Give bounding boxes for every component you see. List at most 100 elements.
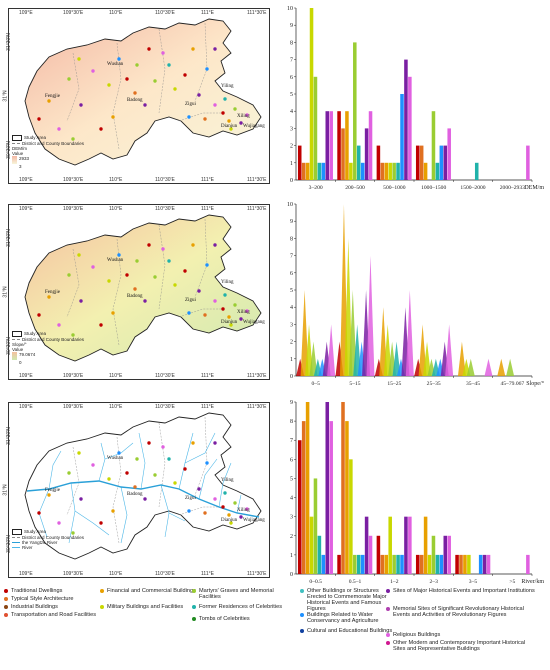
heritage-site-point xyxy=(125,77,129,81)
heritage-site-point xyxy=(245,113,249,117)
heritage-site-point xyxy=(143,497,147,501)
heritage-site-point xyxy=(133,485,137,489)
bar xyxy=(388,516,392,574)
bottom-longitude-tick: 109°30'E xyxy=(63,177,84,183)
map-legend-item: Study Area xyxy=(12,135,84,141)
heritage-site-point xyxy=(99,127,103,131)
district-boundary xyxy=(158,224,166,310)
heritage-site-point xyxy=(233,501,237,505)
heritage-site-point xyxy=(161,51,165,55)
map-legend-text: 0 xyxy=(19,360,22,365)
heritage-site-point xyxy=(239,317,243,321)
area-peak xyxy=(366,255,375,376)
bar xyxy=(435,162,440,180)
bar xyxy=(337,554,341,574)
map-legend-text: Value xyxy=(12,151,24,156)
area-peak xyxy=(457,341,466,376)
map-legend-item: Value xyxy=(12,347,84,352)
left-latitude-tick: 30°30'N xyxy=(5,337,12,355)
place-name-label: Wujiagang xyxy=(243,320,265,325)
heritage-site-point xyxy=(135,457,139,461)
top-longitude-tick: 109°E xyxy=(19,404,33,410)
heritage-site-point xyxy=(107,279,111,283)
place-name-label: Zigui xyxy=(185,102,196,107)
bar xyxy=(482,554,487,574)
map-legend-item: District and County Boundaries xyxy=(12,535,84,540)
heritage-site-point xyxy=(187,509,191,513)
y-tick-label: 2 xyxy=(290,144,293,150)
bar xyxy=(447,128,451,180)
bar xyxy=(439,145,444,180)
place-name-label: Zigui xyxy=(185,496,196,501)
heritage-site-point xyxy=(133,91,137,95)
legend-dot-icon xyxy=(300,613,304,617)
legend-dot-icon xyxy=(192,605,196,609)
map-legend-text: River xyxy=(22,545,33,550)
map-legend-text: 2933 xyxy=(19,156,30,161)
map-legend: Study Area District and County Boundaries… xyxy=(12,331,84,365)
bar xyxy=(360,554,365,574)
bar xyxy=(325,111,330,180)
x-tick-label: 1000–1500 xyxy=(421,185,446,191)
heritage-site-point xyxy=(99,521,103,525)
top-longitude-tick: 111°E xyxy=(201,404,214,410)
bar xyxy=(376,145,381,180)
x-tick-label: 25–35 xyxy=(427,381,441,387)
y-tick-label: 8 xyxy=(290,40,293,46)
map-legend: Study Area District and County Boundaries… xyxy=(12,135,84,169)
map-legend-item: District and County Boundaries xyxy=(12,141,84,146)
chart-river: 0 1 2 3 4 5 6 7 8 9 0–0.5 0.5–1 1–2 2–3 3–5 >5 River/km xyxy=(280,396,546,596)
bar xyxy=(297,440,302,574)
place-name-label: Dianjun xyxy=(221,320,238,325)
bar xyxy=(423,516,428,574)
left-latitude-tick: 31°30'N xyxy=(5,427,12,445)
river-line xyxy=(120,486,128,544)
heritage-site-point xyxy=(67,77,71,81)
heritage-site-point xyxy=(143,103,147,107)
bar xyxy=(474,162,479,180)
category-legend-label: Cultural and Educational Buildings xyxy=(307,628,393,634)
heritage-site-point xyxy=(221,307,225,311)
map-river: Wushan Fengjie Badong Zigui Yiling Dianjun Xil… xyxy=(3,402,270,578)
area-peak xyxy=(348,290,357,376)
heritage-site-point xyxy=(229,127,233,131)
heritage-site-point xyxy=(205,67,209,71)
bar xyxy=(526,145,530,180)
y-tick-label: 1 xyxy=(290,553,293,559)
bar xyxy=(301,421,306,574)
legend-dot-icon xyxy=(4,613,8,617)
area-peak xyxy=(344,238,353,376)
heritage-site-point xyxy=(213,299,217,303)
category-legend-label: Tombs of Celebrities xyxy=(199,616,250,622)
heritage-site-point xyxy=(213,243,217,247)
x-tick-label: 1–2 xyxy=(390,579,399,585)
legend-dot-icon xyxy=(386,607,390,611)
top-longitude-tick: 109°30'E xyxy=(63,206,84,212)
bar xyxy=(317,535,322,574)
bar xyxy=(415,554,420,574)
heritage-site-point xyxy=(79,299,83,303)
bottom-longitude-tick: 110°30'E xyxy=(155,571,175,577)
place-name-label: Yiling xyxy=(221,478,234,483)
left-latitude-tick: 31°N xyxy=(2,286,9,298)
y-tick-label: 4 xyxy=(290,305,293,311)
category-legend-item: Buildings Related to Water Conservancy a… xyxy=(300,612,396,624)
y-tick-label: 5 xyxy=(290,288,293,294)
y-tick-label: 8 xyxy=(290,419,293,425)
map-legend-item: 79.0674 xyxy=(12,352,84,360)
bar xyxy=(431,111,436,180)
category-legend: Traditional Dwellings Typical Style Archi… xyxy=(2,588,548,668)
legend-dot-icon xyxy=(386,633,390,637)
top-longitude-tick: 111°30'E xyxy=(247,404,267,410)
river-line xyxy=(218,462,232,508)
heritage-site-point xyxy=(67,471,71,475)
top-longitude-tick: 110°E xyxy=(109,10,123,16)
category-legend-label: Typical Style Architecture xyxy=(11,596,74,602)
category-legend-label: Transportation and Road Facilities xyxy=(11,612,96,618)
place-name-label: Xiling xyxy=(237,114,250,119)
bar xyxy=(305,402,310,574)
map-legend-item: River xyxy=(12,545,84,550)
category-legend-label: Other Modern and Contemporary Important … xyxy=(393,640,526,652)
x-tick-label: 5–15 xyxy=(349,381,360,387)
left-latitude-tick: 30°30'N xyxy=(5,535,12,553)
